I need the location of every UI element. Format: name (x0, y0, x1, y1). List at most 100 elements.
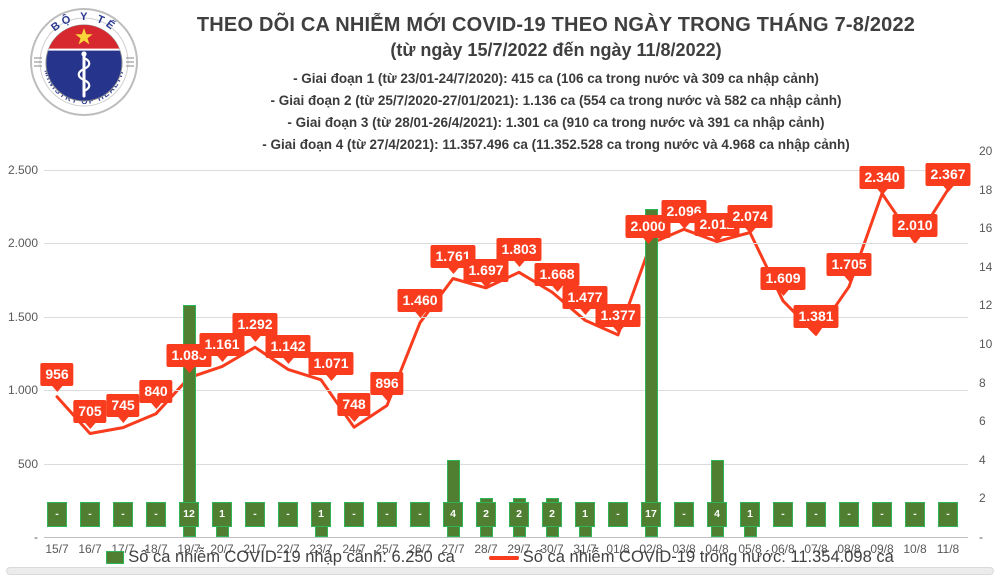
gridline (44, 463, 968, 465)
label-pointer (116, 415, 129, 423)
domestic-cases-label: 1.460 (397, 288, 443, 318)
left-axis-tick: - (34, 530, 38, 544)
domestic-cases-label: 2.010 (892, 213, 938, 243)
right-axis-tick: 16 (979, 221, 993, 236)
domestic-cases-label: 1.761 (430, 244, 476, 274)
x-axis-label: 27/7 (441, 542, 465, 556)
x-axis-label: 09/8 (870, 542, 894, 556)
domestic-cases-label: 1.609 (760, 266, 806, 296)
right-axis-tick: 6 (979, 414, 986, 429)
imported-cases-value-tag: - (938, 502, 958, 527)
x-axis-label: 10/8 (903, 542, 927, 556)
domestic-cases-label: 1.292 (232, 313, 278, 343)
label-pointer (677, 222, 690, 230)
legend-item-domestic: Số ca nhiễm COVID-19 trong nước: 11.354.… (488, 548, 894, 567)
x-axis-label: 04/8 (705, 542, 729, 556)
domestic-cases-label: 1.071 (308, 351, 354, 381)
window-scrollbar[interactable] (6, 567, 994, 575)
right-axis-tick: 4 (979, 452, 986, 467)
legend-item-imported: Số ca nhiễm COVID-19 nhập cảnh: 6.250 ca (106, 548, 455, 567)
label-pointer (578, 308, 591, 316)
imported-cases-value-tag: - (905, 502, 925, 527)
domestic-cases-label: 1.477 (562, 286, 608, 316)
domestic-cases-label: 2.074 (727, 204, 773, 234)
x-axis-label: 29/7 (507, 542, 531, 556)
x-axis-label: 01/8 (606, 542, 630, 556)
imported-cases-value-tag: - (806, 502, 826, 527)
x-axis-line (44, 537, 968, 538)
left-axis-tick: 1.500 (7, 309, 38, 324)
imported-cases-value-tag: 2 (509, 502, 529, 527)
label-pointer (413, 310, 426, 318)
legend-label-domestic: Số ca nhiễm COVID-19 trong nước: 11.354.… (522, 548, 894, 566)
period-line-1: - Giai đoạn 1 (từ 23/01-24/7/2020): 415 … (293, 71, 819, 86)
domestic-cases-label: 1.803 (496, 238, 542, 268)
moh-logo-icon: BỘ Y TẾ MINISTRY OF HEALTH (30, 8, 138, 116)
label-pointer (776, 288, 789, 296)
label-pointer (50, 384, 63, 392)
gridline (44, 316, 968, 318)
domestic-cases-label: 956 (40, 362, 74, 392)
x-axis-label: 23/7 (309, 542, 333, 556)
imported-cases-value-tag: - (608, 502, 628, 527)
label-pointer (281, 357, 294, 365)
left-axis-tick: 2.000 (7, 236, 38, 251)
x-axis-label: 06/8 (771, 542, 795, 556)
imported-cases-value-tag: - (80, 502, 100, 527)
domestic-cases-label: 1.705 (826, 252, 872, 282)
x-axis-label: 28/7 (474, 542, 498, 556)
x-axis-label: 19/7 (177, 542, 201, 556)
label-pointer (324, 373, 337, 381)
x-axis-label: 30/7 (540, 542, 564, 556)
imported-cases-value-tag: 2 (542, 502, 562, 527)
imported-cases-value-tag: - (146, 502, 166, 527)
imported-cases-value-tag: - (47, 502, 67, 527)
label-pointer (743, 226, 756, 234)
green-bar-swatch-icon (106, 551, 125, 564)
label-pointer (875, 187, 888, 195)
x-axis-label: 22/7 (276, 542, 300, 556)
x-axis-label: 16/7 (78, 542, 102, 556)
domestic-cases-label: 1.697 (463, 258, 509, 288)
x-axis-label: 26/7 (408, 542, 432, 556)
x-axis-label: 21/7 (243, 542, 267, 556)
label-pointer (842, 274, 855, 282)
right-axis-tick: 20 (979, 144, 993, 158)
domestic-cases-label: 840 (139, 379, 173, 409)
imported-cases-value-tag: 4 (443, 502, 463, 527)
domestic-cases-label: 1.161 (199, 332, 245, 362)
imported-cases-value-tag: 2 (476, 502, 496, 527)
imported-cases-value-tag: 12 (179, 502, 199, 527)
right-axis-tick: 18 (979, 182, 993, 197)
x-axis-label: 31/7 (573, 542, 597, 556)
legend: Số ca nhiễm COVID-19 nhập cảnh: 6.250 ca… (0, 548, 1000, 567)
period-line-2: - Giai đoạn 2 (từ 25/7/2020-27/01/2021):… (270, 93, 842, 108)
label-pointer (446, 266, 459, 274)
label-pointer (149, 401, 162, 409)
left-axis-tick: 500 (17, 456, 38, 471)
label-pointer (248, 335, 261, 343)
imported-cases-value-tag: - (344, 502, 364, 527)
x-axis-label: 20/7 (210, 542, 234, 556)
star-icon (75, 28, 93, 45)
imported-cases-bar (644, 208, 658, 537)
x-axis-label: 03/8 (672, 542, 696, 556)
period-line-4: - Giai đoạn 4 (từ 27/4/2021): 11.357.496… (262, 137, 850, 152)
domestic-cases-label: 896 (370, 371, 404, 401)
rod-of-asclepius-icon (77, 51, 91, 98)
label-pointer (941, 184, 954, 192)
label-pointer (809, 327, 822, 335)
imported-cases-value-tag: - (872, 502, 892, 527)
imported-cases-value-tag: 1 (212, 502, 232, 527)
ministry-of-health-logo: BỘ Y TẾ MINISTRY OF HEALTH (28, 6, 140, 118)
imported-cases-value-tag: - (377, 502, 397, 527)
label-pointer (380, 393, 393, 401)
imported-cases-value-tag: - (278, 502, 298, 527)
x-axis-label: 15/7 (45, 542, 69, 556)
domestic-cases-label: 748 (337, 393, 371, 423)
x-axis-label: 07/8 (804, 542, 828, 556)
domestic-cases-label: 2.000 (625, 215, 671, 245)
label-pointer (710, 234, 723, 242)
